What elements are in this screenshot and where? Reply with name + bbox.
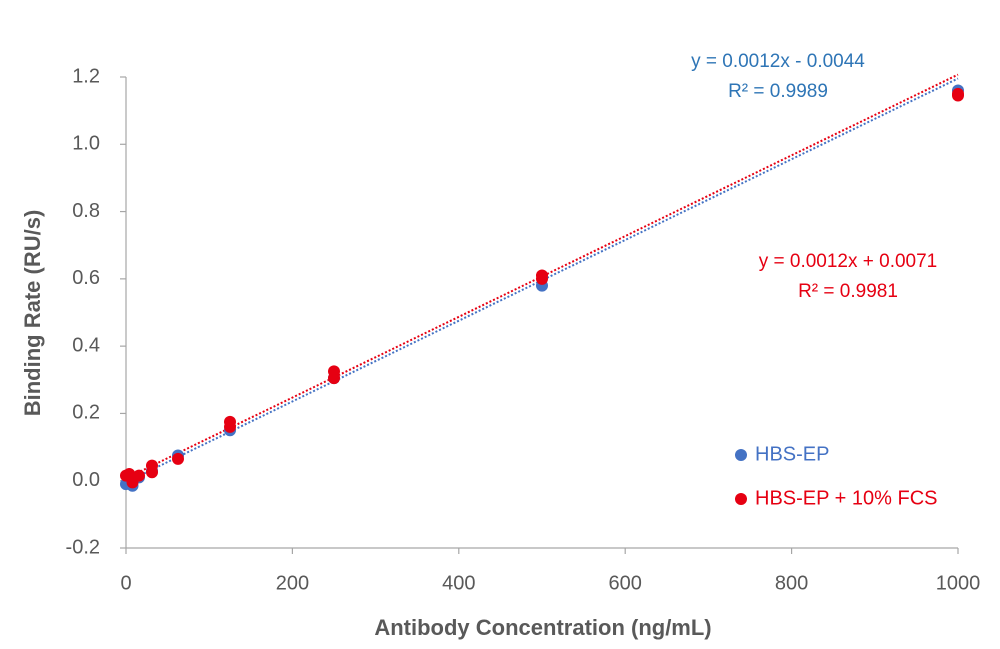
x-tick-label: 200 (276, 572, 309, 594)
trendline-equation: y = 0.0012x + 0.0071 (759, 251, 938, 272)
y-tick-label: 1.2 (72, 65, 100, 87)
data-point (146, 466, 158, 479)
y-tick-label: 0.8 (72, 200, 100, 222)
legend-label: HBS-EP (755, 443, 829, 465)
x-tick-label: 1000 (936, 572, 981, 594)
data-point (952, 89, 964, 102)
y-tick-label: 0.0 (72, 469, 100, 491)
data-point (536, 272, 548, 285)
x-axis-title: Antibody Concentration (ng/mL) (374, 615, 711, 640)
x-tick-label: 400 (442, 572, 475, 594)
trendline-r2: R² = 0.9981 (798, 281, 898, 302)
legend-marker (735, 493, 747, 505)
trendline-r2: R² = 0.9989 (728, 81, 828, 102)
data-point (172, 452, 184, 465)
data-point (328, 372, 340, 385)
y-axis-title: Binding Rate (RU/s) (20, 210, 45, 417)
y-tick-label: 0.6 (72, 267, 100, 289)
y-tick-label: 1.0 (72, 133, 100, 155)
y-tick-label: 0.4 (72, 334, 100, 356)
data-point (132, 469, 145, 482)
trendline-equation: y = 0.0012x - 0.0044 (691, 51, 865, 72)
data-point (224, 420, 236, 433)
x-tick-label: 0 (120, 572, 131, 594)
legend-label: HBS-EP + 10% FCS (755, 487, 937, 509)
x-tick-label: 800 (775, 572, 808, 594)
y-tick-label: 0.2 (72, 402, 100, 424)
x-tick-label: 600 (609, 572, 642, 594)
legend-marker (735, 449, 747, 461)
y-tick-label: -0.2 (66, 536, 100, 558)
